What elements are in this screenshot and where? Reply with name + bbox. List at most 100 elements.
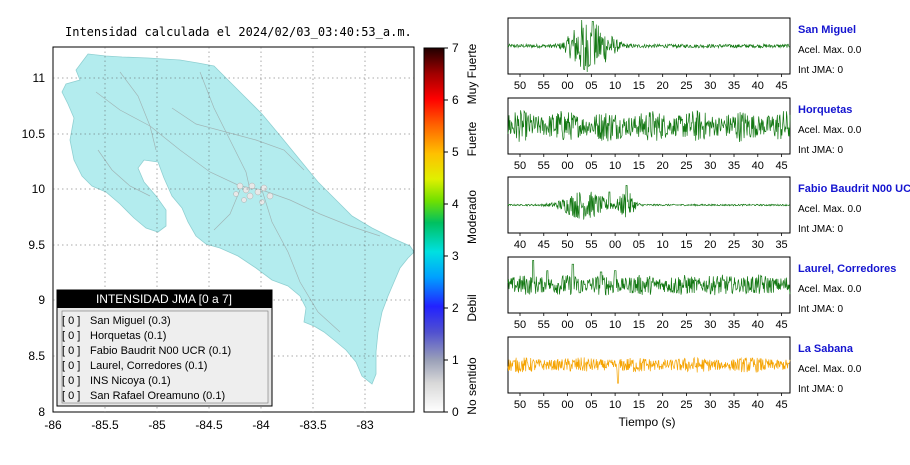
colorbar-tick-label: 4	[452, 197, 459, 211]
station-int-jma: Int JMA: 0	[798, 224, 843, 235]
colorbar-category-label: No sentido	[465, 357, 479, 415]
waveform-tick-label: 55	[585, 239, 597, 251]
waveform-tick-label: 05	[585, 160, 597, 172]
colorbar-ticks: 0 1 2 3 4 5 6 7	[444, 41, 459, 419]
map-y-tick: 8	[38, 405, 45, 419]
legend-item-tag: [ 0 ]	[62, 360, 80, 372]
waveform-panel: 50 55 00 05 10 15 20 25 30 35 40 45 Laurel, Corredor…	[507, 256, 896, 331]
map-x-tick: -83	[356, 418, 374, 432]
intensity-colorbar: 0 1 2 3 4 5 6 7 No sentido Debil Moderado Fuerte Mu…	[423, 41, 479, 419]
station-int-jma: Int JMA: 0	[798, 145, 843, 156]
waveform-tick-label: 45	[775, 80, 787, 92]
waveform-tick-label: 25	[680, 160, 692, 172]
colorbar-tick-label: 1	[452, 353, 459, 367]
waveform-tick-label: 45	[538, 239, 550, 251]
station-name: Laurel, Corredores	[798, 263, 896, 275]
legend-item-label: Horquetas (0.1)	[90, 330, 166, 342]
colorbar-tick-label: 2	[452, 301, 459, 315]
waveform-tick-label: 10	[609, 319, 621, 331]
waveform-tick-label: 20	[657, 319, 669, 331]
waveform-tick-label: 35	[728, 160, 740, 172]
waveform-tick-label: 50	[514, 80, 526, 92]
waveform-tick-label: 35	[775, 239, 787, 251]
legend-item-label: San Miguel (0.3)	[90, 315, 171, 327]
colorbar-category-label: Muy Fuerte	[465, 43, 479, 104]
waveform-tick-label: 05	[585, 80, 597, 92]
urban-cluster	[233, 182, 274, 205]
waveform-tick-label: 30	[704, 80, 716, 92]
waveform-tick-label: 50	[514, 399, 526, 411]
waveform-tick-label: 45	[775, 160, 787, 172]
waveform-tick-label: 10	[609, 80, 621, 92]
waveform-panel: 50 55 00 05 10 15 20 25 30 35 40 45 San Miguel Acel. …	[507, 17, 862, 92]
station-accel-max: Acel. Max. 0.0	[798, 364, 862, 375]
waveform-trace	[507, 109, 791, 143]
map-y-tick: 10.5	[22, 127, 46, 141]
waveform-tick-label: 10	[609, 160, 621, 172]
waveform-tick-label: 25	[680, 399, 692, 411]
waveform-tick-label: 30	[704, 399, 716, 411]
colorbar-category-label: Moderado	[465, 190, 479, 244]
map-y-ticks: 11 10.5 10 9.5 9 8.5 8	[22, 71, 46, 419]
map-y-tick: 9.5	[28, 238, 45, 252]
colorbar-gradient	[423, 47, 445, 413]
colorbar-tick-label: 3	[452, 249, 459, 263]
waveform-tick-label: 10	[657, 239, 669, 251]
station-accel-max: Acel. Max. 0.0	[798, 45, 862, 56]
waveform-tick-label: 15	[633, 80, 645, 92]
map-x-tick: -85.5	[91, 418, 119, 432]
legend-item-label: San Rafael Oreamuno (0.1)	[90, 390, 225, 402]
map-y-tick: 8.5	[28, 349, 45, 363]
legend-item-tag: [ 0 ]	[62, 375, 80, 387]
station-accel-max: Acel. Max. 0.0	[798, 125, 862, 136]
legend-header: INTENSIDAD JMA [0 a 7]	[96, 292, 232, 306]
waveform-tick-label: 00	[561, 80, 573, 92]
colorbar-tick-label: 0	[452, 405, 459, 419]
map-x-tick: -86	[44, 418, 62, 432]
waveform-tick-label: 40	[752, 319, 764, 331]
waveform-tick-label: 40	[752, 160, 764, 172]
intensity-map: -86 -85.5 -85 -84.5 -84 -83.5 -83 11 10.…	[22, 46, 415, 432]
waveform-tick-label: 55	[538, 319, 550, 331]
map-y-tick: 10	[32, 182, 46, 196]
costa-rica-land	[61, 53, 415, 385]
waveform-tick-label: 15	[633, 399, 645, 411]
waveform-panel: 40 45 50 55 00 05 10 15 20 25 30 35 Fabio Baudrit N0…	[507, 176, 910, 251]
legend-item-tag: [ 0 ]	[62, 390, 80, 402]
waveform-tick-label: 20	[657, 399, 669, 411]
station-accel-max: Acel. Max. 0.0	[798, 284, 862, 295]
waveform-tick-label: 30	[752, 239, 764, 251]
legend-item-tag: [ 0 ]	[62, 345, 80, 357]
legend-item-tag: [ 0 ]	[62, 315, 80, 327]
waveform-tick-label: 35	[728, 80, 740, 92]
waveform-tick-label: 00	[561, 160, 573, 172]
station-name: Fabio Baudrit N00 UCR	[798, 183, 910, 195]
waveform-tick-label: 40	[514, 239, 526, 251]
legend-item-label: INS Nicoya (0.1)	[90, 375, 171, 387]
map-y-tick: 11	[33, 71, 46, 85]
colorbar-category-label: Debil	[465, 294, 479, 321]
waveform-tick-label: 00	[561, 399, 573, 411]
waveform-tick-label: 55	[538, 80, 550, 92]
waveform-trace	[507, 356, 791, 384]
colorbar-tick-label: 6	[452, 93, 459, 107]
legend-item-label: Laurel, Corredores (0.1)	[90, 360, 207, 372]
legend-item-label: Fabio Baudrit N00 UCR (0.1)	[90, 345, 231, 357]
waveform-tick-label: 25	[680, 319, 692, 331]
waveform-tick-label: 20	[704, 239, 716, 251]
waveform-tick-label: 45	[775, 319, 787, 331]
station-int-jma: Int JMA: 0	[798, 65, 843, 76]
waveform-tick-label: 55	[538, 160, 550, 172]
waveform-tick-label: 20	[657, 160, 669, 172]
waveform-tick-label: 30	[704, 319, 716, 331]
waveform-tick-label: 10	[609, 399, 621, 411]
waveform-tick-label: 30	[704, 160, 716, 172]
station-accel-max: Acel. Max. 0.0	[798, 204, 862, 215]
waveform-trace	[507, 185, 791, 220]
station-name: La Sabana	[798, 343, 854, 355]
station-name: San Miguel	[798, 24, 856, 36]
waveform-panels: 50 55 00 05 10 15 20 25 30 35 40 45 San Miguel Acel. …	[507, 17, 910, 411]
waveform-xlabel: Tiempo (s)	[619, 415, 676, 429]
map-x-ticks: -86 -85.5 -85 -84.5 -84 -83.5 -83	[44, 418, 374, 432]
